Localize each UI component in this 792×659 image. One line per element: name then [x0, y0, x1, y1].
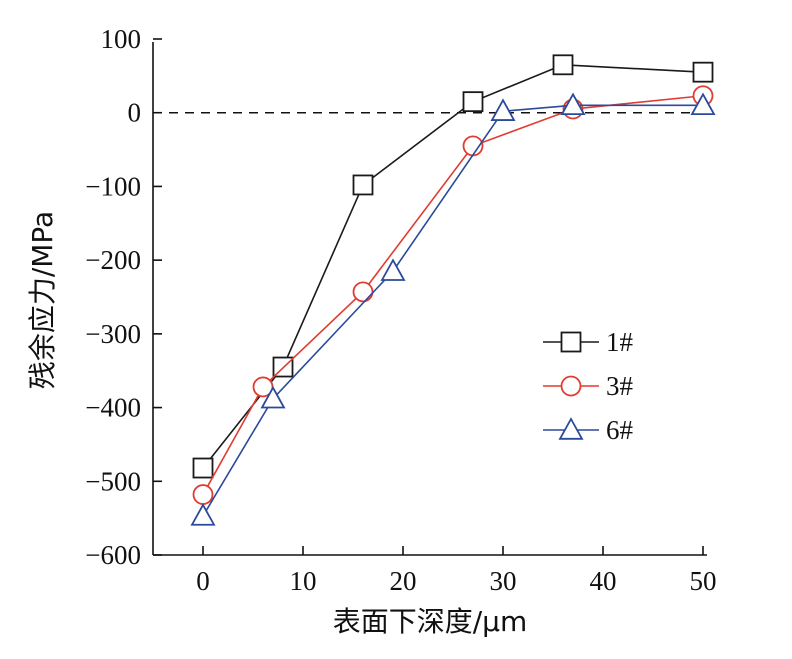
x-tick-label: 10 — [290, 566, 317, 596]
y-tick-label: 0 — [128, 98, 142, 128]
series-1 — [192, 54, 714, 479]
y-tick-label: −500 — [85, 466, 141, 496]
series-line — [202, 94, 704, 495]
legend-marker — [558, 417, 584, 440]
data-point-marker — [352, 281, 374, 303]
data-point-marker — [192, 457, 214, 479]
legend-entry: 3# — [543, 371, 634, 401]
legend-entry: 1# — [543, 327, 634, 357]
series-6 — [190, 92, 716, 526]
series-layer — [190, 54, 716, 526]
axes: 100 0 −100 −200 −300 −400 −500 −600 0 10 20 30 40 50 — [85, 24, 716, 596]
y-tick-label: −300 — [85, 319, 141, 349]
x-tick-label: 40 — [590, 566, 617, 596]
y-tick-label: −200 — [85, 245, 141, 275]
legend-label: 1# — [606, 327, 634, 357]
y-tick-label: −100 — [85, 171, 141, 201]
legend-marker — [560, 331, 582, 353]
data-point-marker — [692, 61, 714, 83]
data-point-marker — [260, 385, 286, 409]
data-point-marker — [560, 92, 586, 116]
x-tick-label: 20 — [390, 566, 417, 596]
legend: 1# 3# 6# — [543, 327, 634, 445]
legend-label: 6# — [606, 415, 634, 445]
legend-entry: 6# — [543, 415, 634, 445]
x-tick-label: 50 — [690, 566, 717, 596]
x-tick-label: 0 — [196, 566, 210, 596]
data-point-marker — [380, 258, 406, 281]
data-point-marker — [190, 503, 216, 526]
data-point-marker — [690, 92, 716, 116]
y-tick-label: −600 — [85, 540, 141, 570]
y-axis-title: 残余应力/MPa — [26, 211, 59, 389]
series-3 — [192, 85, 714, 505]
x-tick-label: 30 — [490, 566, 517, 596]
data-point-marker — [462, 91, 484, 113]
x-axis-title: 表面下深度/μm — [333, 605, 528, 638]
legend-marker — [560, 375, 582, 397]
series-line — [202, 104, 703, 517]
data-point-marker — [352, 174, 374, 196]
y-tick-label: −400 — [85, 393, 141, 423]
data-point-marker — [490, 98, 516, 121]
y-tick-label: 100 — [101, 24, 142, 54]
legend-label: 3# — [606, 371, 634, 401]
data-point-marker — [192, 484, 214, 505]
data-point-marker — [552, 54, 574, 76]
